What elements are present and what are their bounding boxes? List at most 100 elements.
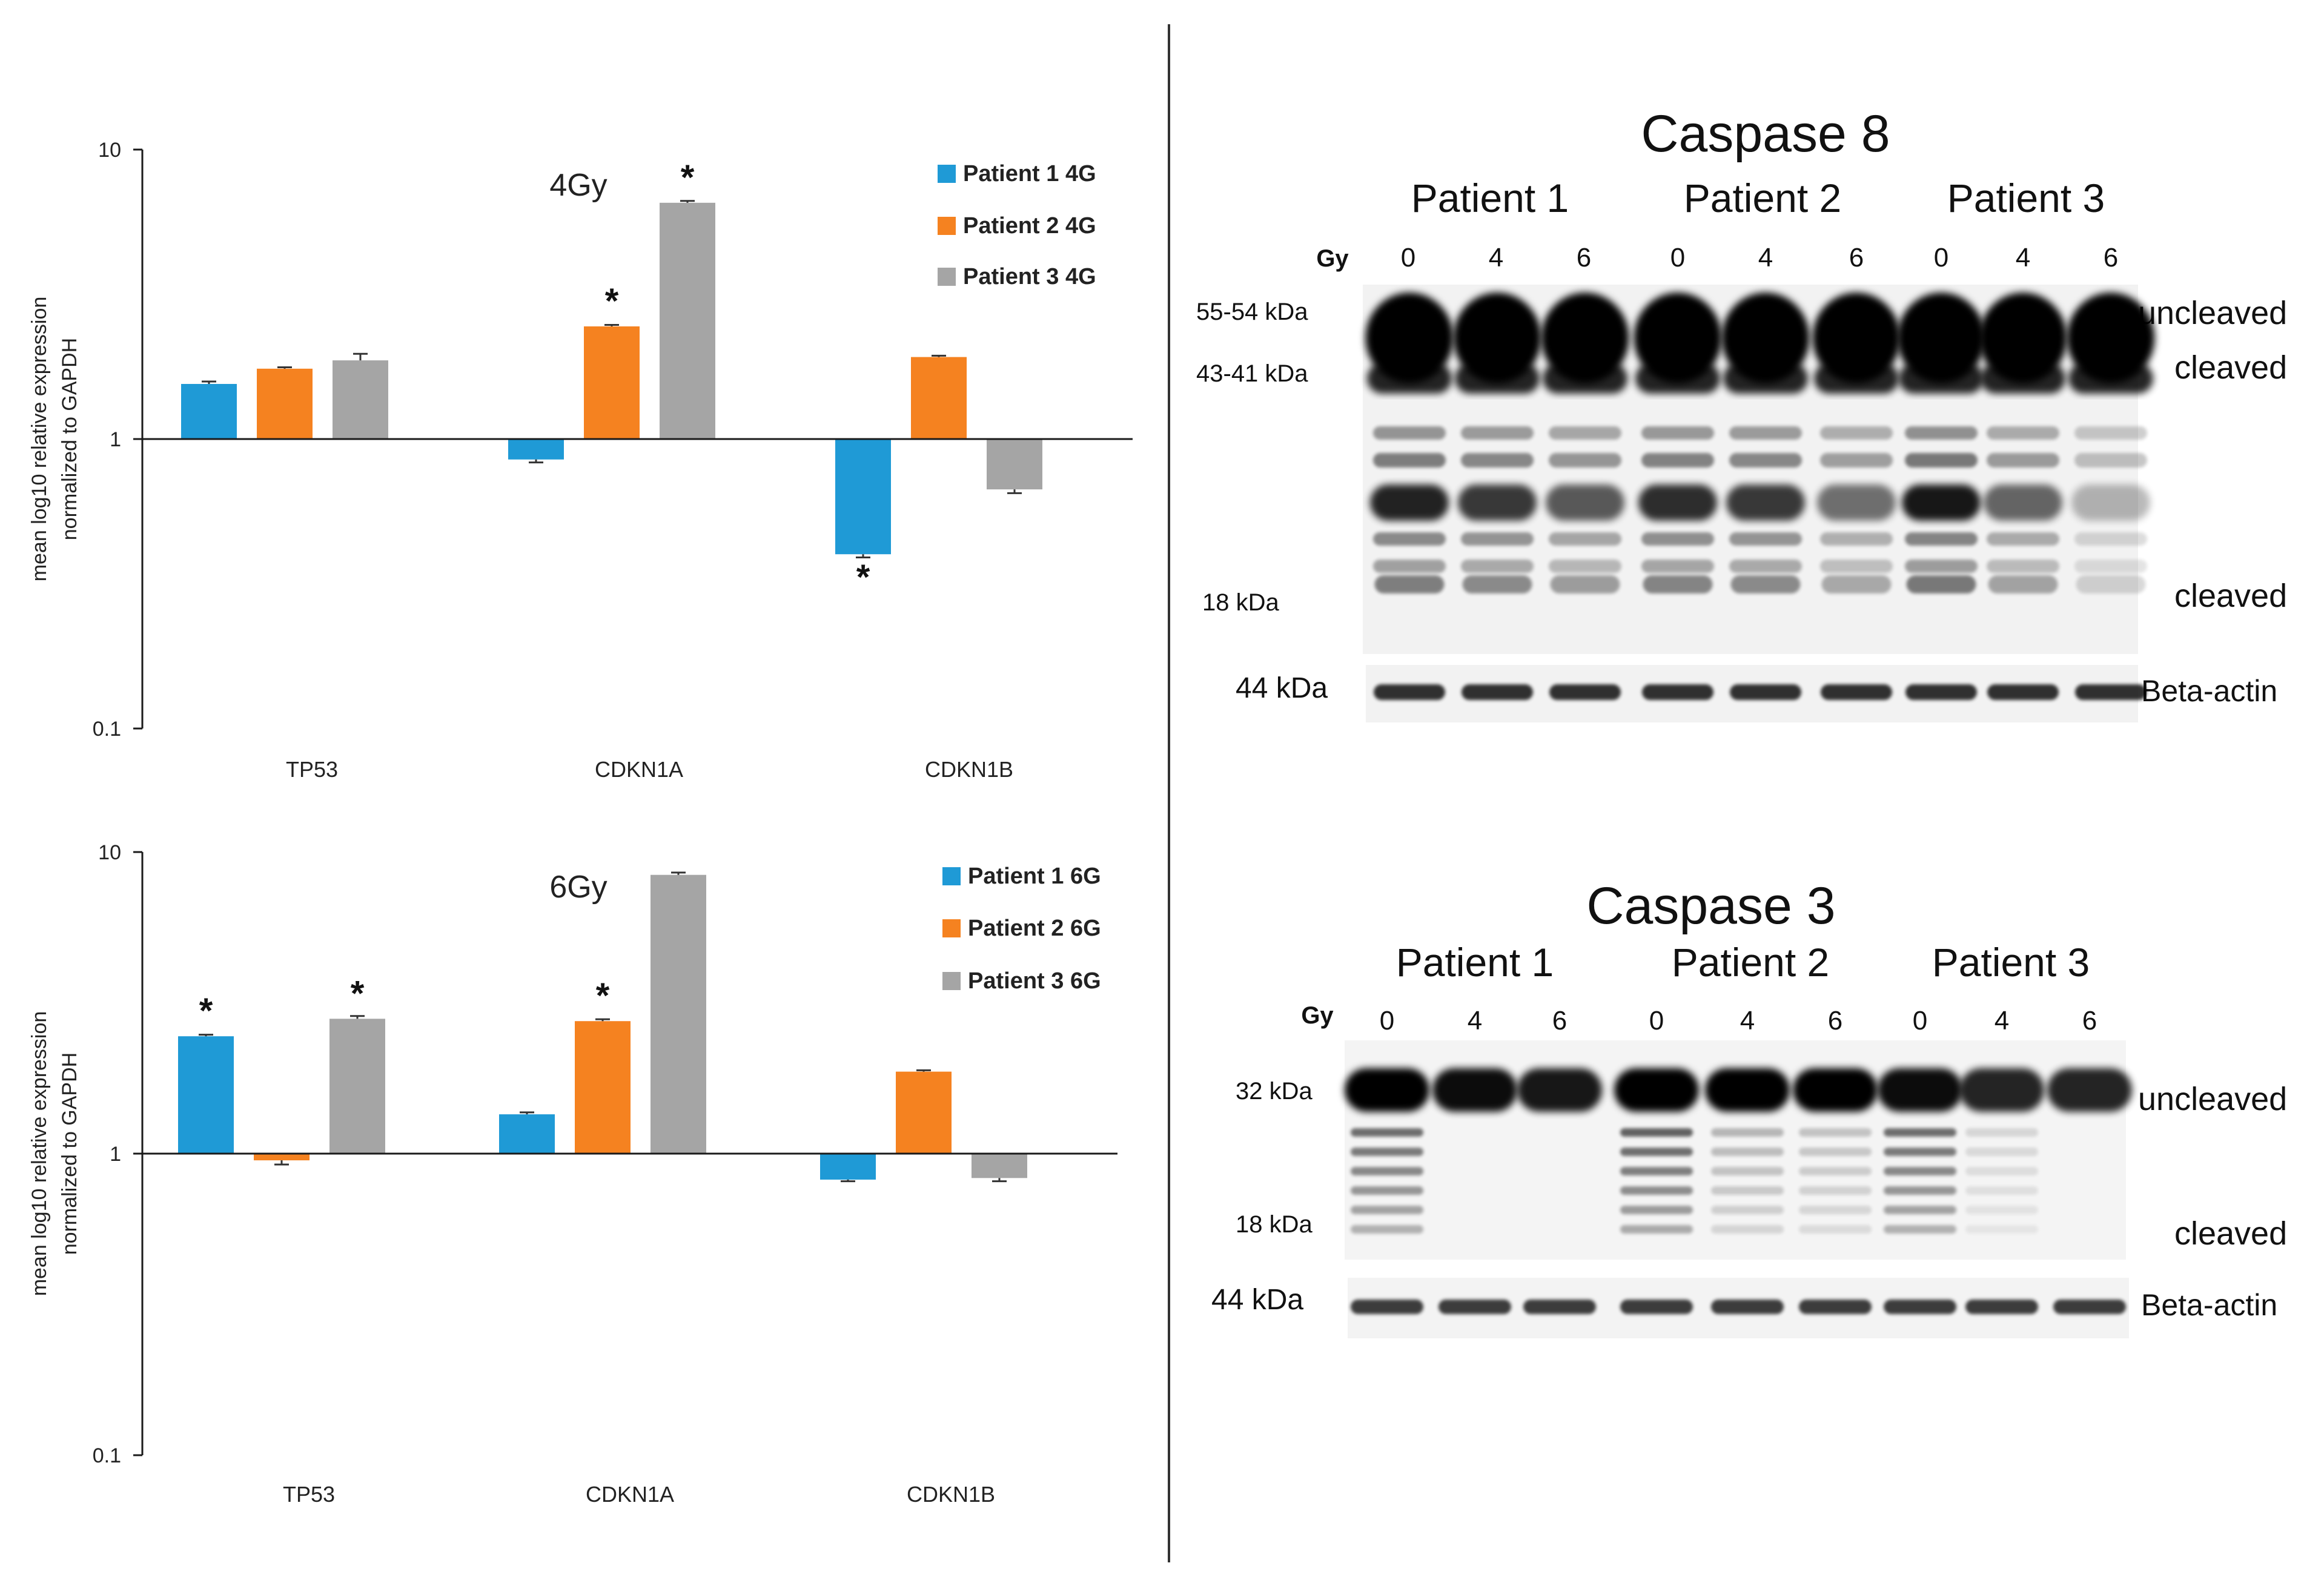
marker-55-54kda: 55-54 kDa [1196, 299, 1308, 325]
caspase8-patient-2: Patient 2 [1684, 176, 1842, 220]
actin-band [1965, 1300, 2038, 1314]
smear-band [1729, 532, 1802, 546]
cleaved-smear [1965, 1206, 2038, 1214]
cleaved-band-43kda [1723, 363, 1808, 394]
smear-band [1820, 560, 1893, 573]
legend-label-patient2: Patient 2 6G [968, 916, 1101, 941]
significance-star: * [351, 974, 365, 1013]
dose-label: 4 [1468, 1006, 1482, 1036]
smear-band [1820, 532, 1893, 546]
actin-band [1730, 684, 1801, 700]
legend-swatch-patient2 [942, 919, 961, 937]
cleaved-smear [1620, 1206, 1693, 1214]
cleaved-smear [1351, 1167, 1423, 1175]
smear-band [1905, 560, 1978, 573]
cleaved-band-mid [1817, 484, 1896, 521]
y-tick-label-10: 10 [98, 139, 121, 162]
bar-patient-1-4g-cdkn1b [835, 439, 891, 555]
chart-title: 6Gy [549, 870, 607, 905]
uncleaved-band [1721, 292, 1810, 383]
cleaved-smear [1351, 1206, 1423, 1214]
bar-patient-2-4g-cdkn1b [911, 357, 967, 439]
cleaved-band-18kda [1374, 575, 1445, 593]
smear-band [1987, 426, 2059, 440]
actin-band [1620, 1300, 1693, 1314]
caspase8-title: Caspase 8 [1641, 105, 1890, 163]
dose-label: 6 [2104, 243, 2118, 273]
cleaved-smear [1884, 1225, 1956, 1234]
uncleaved-band [1517, 1068, 1602, 1112]
cleaved-smear [1884, 1148, 1956, 1156]
cleaved-smear [1884, 1128, 1956, 1137]
cleaved-smear [1799, 1186, 1872, 1195]
significance-star: * [605, 282, 619, 321]
cleaved-smear [1351, 1186, 1423, 1195]
cleaved-smear [1711, 1225, 1784, 1234]
smear-band [1729, 426, 1802, 440]
cleaved-smear [1620, 1186, 1693, 1195]
cleaved-band-18kda [1821, 575, 1892, 593]
band-label-uncleaved: uncleaved [2138, 295, 2287, 331]
dose-label: 0 [1670, 243, 1685, 273]
cleaved-band-43kda [1543, 363, 1627, 394]
actin-band [1438, 1300, 1511, 1314]
significance-star: * [681, 158, 695, 197]
cleaved-band-43kda [1981, 363, 2065, 394]
smear-band [1549, 560, 1621, 573]
significance-star: * [596, 976, 610, 1016]
caspase8-patient-1: Patient 1 [1411, 176, 1569, 220]
smear-band [1641, 426, 1714, 440]
cleaved-smear [1799, 1148, 1872, 1156]
bar-patient-3-6g-tp53 [329, 1019, 385, 1154]
y-axis-label-line2: normalized to GAPDH [58, 338, 81, 540]
cleaved-smear [1884, 1186, 1956, 1195]
actin-marker: 44 kDa [1236, 672, 1328, 704]
cleaved-smear [1965, 1167, 2038, 1175]
smear-band [1905, 426, 1978, 440]
cleaved-band-43kda [2068, 363, 2153, 394]
actin-band [1374, 684, 1445, 700]
legend-swatch-patient1 [942, 867, 961, 885]
smear-band [1729, 560, 1802, 573]
cleaved-smear [1711, 1186, 1784, 1195]
uncleaved-band [1634, 292, 1722, 383]
marker-32kda: 32 kDa [1236, 1078, 1313, 1105]
dose-label: 0 [1913, 1006, 1927, 1036]
actin-band [1523, 1300, 1596, 1314]
actin-marker: 44 kDa [1211, 1284, 1303, 1316]
uncleaved-band [1453, 292, 1541, 383]
dose-label: 6 [1577, 243, 1591, 273]
actin-band [1462, 684, 1533, 700]
y-tick-label-0.1: 0.1 [93, 718, 121, 741]
cleaved-smear [1711, 1148, 1784, 1156]
bar-patient-1-6g-tp53 [178, 1036, 234, 1154]
legend-label-patient3: Patient 3 6G [968, 968, 1101, 994]
uncleaved-band [1812, 292, 1901, 383]
y-tick-label-1: 1 [110, 1143, 121, 1166]
actin-band [2075, 684, 2147, 700]
legend: Patient 1 4G Patient 2 4G Patient 3 4G [938, 161, 1096, 289]
smear-band [2074, 532, 2147, 546]
smear-band [1549, 453, 1621, 468]
dose-label: 6 [1552, 1006, 1567, 1036]
chart-title: 4Gy [549, 168, 607, 203]
cleaved-band-mid [2071, 484, 2150, 521]
cleaved-smear [1620, 1128, 1693, 1137]
uncleaved-band [1541, 292, 1629, 383]
uncleaved-band [1614, 1068, 1699, 1112]
uncleaved-band [1878, 1068, 1962, 1112]
cleaved-band-43kda [1814, 363, 1899, 394]
category-label-cdkn1b: CDKN1B [907, 1482, 995, 1507]
category-label-cdkn1b: CDKN1B [925, 757, 1013, 782]
uncleaved-band [1959, 1068, 2044, 1112]
chart-6gy-marks: * * * [178, 871, 1027, 1183]
cleaved-smear [1620, 1148, 1693, 1156]
bar-patient-3-4g-cdkn1b [987, 439, 1042, 490]
bar-patient-1-6g-cdkn1a [499, 1114, 555, 1154]
smear-band [1987, 560, 2059, 573]
smear-band [1373, 426, 1446, 440]
legend-label-patient2: Patient 2 4G [963, 213, 1096, 239]
caspase3-patient-3: Patient 3 [1932, 940, 2090, 985]
actin-band [1549, 684, 1621, 700]
legend-label-patient1: Patient 1 6G [968, 864, 1101, 889]
